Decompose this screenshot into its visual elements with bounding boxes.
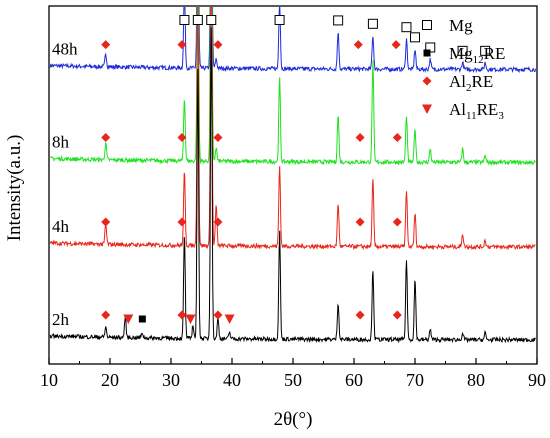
- series-label-4h: 4h: [52, 217, 70, 236]
- legend-label-base: Al: [449, 72, 466, 91]
- x-tick-label: 50: [284, 370, 302, 390]
- series-2h-line: [49, 27, 536, 344]
- axis-layer: 10 20 30 40 50 60 70 80 90: [40, 358, 546, 390]
- legend-label: Mg: [449, 16, 473, 35]
- phase-marker-open-square: [457, 45, 468, 56]
- legend-label-sub: 11: [466, 110, 477, 122]
- phase-marker-diamond: [213, 133, 223, 143]
- phase-marker-open-square: [410, 32, 420, 43]
- legend-label: Al2RE: [449, 72, 493, 94]
- y-axis-label: Intensity(a.u.): [4, 135, 25, 242]
- phase-marker-triangle-down: [185, 314, 196, 324]
- phase-marker-diamond: [177, 217, 187, 227]
- legend-marker-filled-square: [423, 49, 431, 57]
- phase-marker-diamond: [101, 133, 111, 143]
- x-tick-label: 20: [101, 370, 119, 390]
- phase-marker-diamond: [355, 217, 365, 227]
- series-layer: [49, 7, 536, 344]
- phase-marker-diamond: [355, 133, 365, 143]
- phase-marker-open-square: [480, 45, 491, 56]
- phase-marker-open-square: [192, 15, 203, 25]
- phase-marker-diamond: [392, 217, 402, 227]
- phase-marker-open-square: [333, 15, 344, 26]
- x-tick-label: 30: [162, 370, 180, 390]
- phase-marker-diamond: [177, 310, 187, 320]
- series-48h-line: [49, 7, 536, 74]
- series-label-8h: 8h: [52, 133, 70, 152]
- phase-marker-diamond: [353, 40, 363, 50]
- series-8h-line: [49, 7, 536, 166]
- legend-label-sub: 3: [498, 110, 504, 122]
- x-tick-label: 80: [467, 370, 485, 390]
- series-label-layer: 48h 8h 4h 2h: [52, 40, 78, 329]
- phase-marker-diamond: [213, 40, 223, 50]
- phase-marker-diamond: [101, 217, 111, 227]
- x-axis-label: 2θ(°): [274, 409, 313, 430]
- phase-marker-triangle-down: [224, 314, 235, 324]
- phase-marker-filled-square: [138, 315, 146, 323]
- x-tick-label: 40: [223, 370, 241, 390]
- legend-marker-diamond: [422, 76, 432, 86]
- legend-label-tail: RE: [477, 100, 499, 119]
- phase-marker-diamond: [392, 133, 402, 143]
- phase-marker-open-square: [367, 18, 378, 29]
- x-tick-label: 60: [345, 370, 363, 390]
- legend-label-base: Al: [449, 100, 466, 119]
- phase-marker-diamond: [213, 310, 223, 320]
- phase-marker-open-square: [179, 15, 190, 25]
- legend-label: Al11RE3: [449, 100, 504, 122]
- legend-label-base: Mg: [449, 16, 473, 35]
- phase-marker-diamond: [391, 40, 401, 50]
- phase-marker-diamond: [213, 217, 223, 227]
- x-tick-label: 70: [406, 370, 424, 390]
- phase-marker-triangle-down: [123, 314, 134, 324]
- x-tick-label: 90: [528, 370, 546, 390]
- legend-marker-open-square: [422, 20, 432, 30]
- phase-marker-diamond: [177, 40, 187, 50]
- series-label-48h: 48h: [52, 40, 78, 59]
- phase-marker-diamond: [177, 133, 187, 143]
- legend-label-base: Mg: [449, 44, 473, 63]
- phase-marker-diamond: [355, 310, 365, 320]
- series-label-2h: 2h: [52, 310, 70, 329]
- legend-label-sub: 2: [466, 82, 472, 94]
- legend-label: Mg12RE: [449, 44, 505, 66]
- phase-marker-diamond: [392, 310, 402, 320]
- legend-label-sub: 12: [473, 54, 484, 66]
- phase-marker-layer: [101, 15, 491, 324]
- phase-marker-diamond: [101, 40, 111, 50]
- phase-marker-diamond: [101, 310, 111, 320]
- legend-marker-triangle-down: [422, 104, 432, 114]
- phase-marker-open-square: [401, 22, 412, 33]
- series-4h-line: [49, 7, 536, 251]
- legend-label-tail: RE: [484, 44, 506, 63]
- phase-marker-open-square: [274, 15, 285, 25]
- phase-marker-open-square: [206, 15, 217, 25]
- x-tick-label: 10: [40, 370, 58, 390]
- legend-label-tail: RE: [472, 72, 494, 91]
